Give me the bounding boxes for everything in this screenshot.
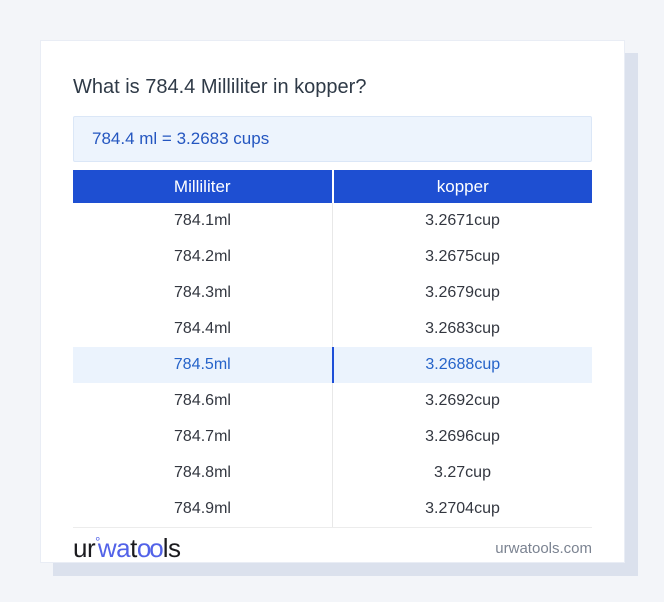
- table-header-milliliter: Milliliter: [73, 170, 332, 203]
- logo-glasses-oo: oo: [136, 533, 164, 563]
- logo-segment-blue: wa: [97, 533, 131, 563]
- logo-segment-dark: ls: [162, 533, 181, 563]
- cell-cup: 3.2671cup: [425, 212, 500, 229]
- table-row[interactable]: 784.5ml 3.2688cup: [73, 347, 592, 383]
- table-row[interactable]: 784.2ml 3.2675cup: [73, 239, 592, 275]
- cell-ml: 784.7ml: [73, 419, 333, 455]
- conversion-result-text: 784.4 ml = 3.2683 cups: [92, 129, 270, 148]
- converter-card: What is 784.4 Milliliter in kopper? 784.…: [40, 40, 625, 563]
- page-title: What is 784.4 Milliliter in kopper?: [73, 76, 367, 98]
- table-header-kopper: kopper: [333, 170, 592, 203]
- cell-cup: 3.2675cup: [425, 248, 500, 265]
- table-row[interactable]: 784.9ml 3.2704cup: [73, 491, 592, 527]
- table-row[interactable]: 784.8ml 3.27cup: [73, 455, 592, 491]
- cell-ml: 784.4ml: [73, 311, 333, 347]
- cell-cup: 3.2704cup: [425, 500, 500, 517]
- cell-cup: 3.2683cup: [425, 320, 500, 337]
- table-row[interactable]: 784.3ml 3.2679cup: [73, 275, 592, 311]
- cell-cup: 3.2696cup: [425, 428, 500, 445]
- logo-segment-dark: ur: [73, 533, 96, 563]
- table-header-row: Milliliter kopper: [73, 170, 592, 203]
- cell-ml: 784.8ml: [73, 455, 333, 491]
- cell-ml: 784.6ml: [73, 383, 333, 419]
- cell-ml: 784.5ml: [73, 347, 334, 383]
- cell-cup: 3.2679cup: [425, 284, 500, 301]
- card-footer: ur°watools urwatools.com: [73, 528, 592, 568]
- cell-cup: 3.27cup: [434, 464, 491, 481]
- cell-cup: 3.2688cup: [425, 356, 501, 373]
- cell-ml: 784.3ml: [73, 275, 333, 311]
- site-domain-text: urwatools.com: [495, 539, 592, 557]
- cell-ml: 784.1ml: [73, 203, 333, 239]
- urwatools-logo[interactable]: ur°watools: [73, 535, 181, 561]
- logo-segment-dark: t: [130, 533, 137, 563]
- cell-ml: 784.9ml: [73, 491, 333, 527]
- conversion-result-box: 784.4 ml = 3.2683 cups: [73, 116, 592, 162]
- table-row[interactable]: 784.7ml 3.2696cup: [73, 419, 592, 455]
- table-body: 784.1ml 3.2671cup 784.2ml 3.2675cup 784.…: [73, 203, 592, 527]
- cell-ml: 784.2ml: [73, 239, 333, 275]
- table-row[interactable]: 784.4ml 3.2683cup: [73, 311, 592, 347]
- logo-ring-icon: °: [95, 534, 100, 549]
- conversion-table: Milliliter kopper 784.1ml 3.2671cup 784.…: [73, 170, 592, 528]
- cell-cup: 3.2692cup: [425, 392, 500, 409]
- table-row[interactable]: 784.6ml 3.2692cup: [73, 383, 592, 419]
- table-row[interactable]: 784.1ml 3.2671cup: [73, 203, 592, 239]
